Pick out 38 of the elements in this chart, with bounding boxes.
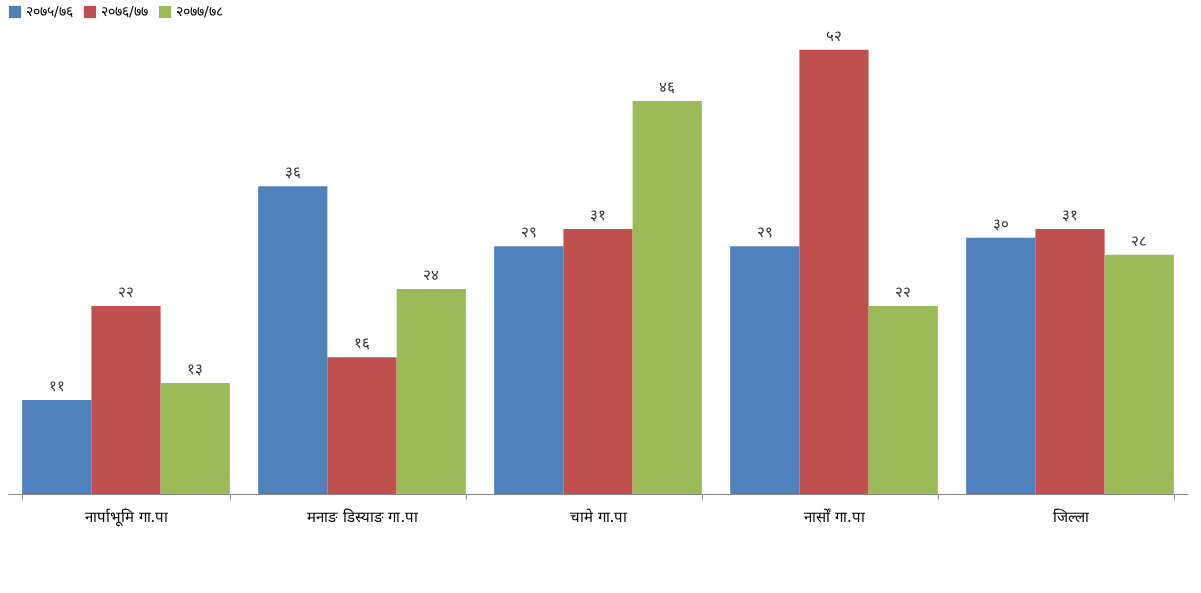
- bar: [632, 100, 702, 494]
- bar: [258, 186, 328, 494]
- data-label: १६: [354, 334, 370, 353]
- data-label: ३०: [992, 214, 1009, 233]
- data-label: ११: [48, 377, 65, 395]
- bar: [799, 49, 869, 494]
- bar: [494, 246, 564, 494]
- bar: [868, 306, 938, 494]
- x-tick-label: मनाङ डिस्याङ गा.पा: [306, 507, 420, 526]
- bar: [396, 288, 466, 494]
- data-label: २४: [423, 265, 440, 284]
- data-label: ३६: [284, 163, 301, 182]
- bar: [22, 400, 92, 494]
- data-label: १३: [187, 359, 204, 378]
- data-label: २२: [895, 283, 912, 301]
- bar: [91, 306, 161, 494]
- bar: [563, 229, 633, 494]
- data-label: २९: [520, 223, 537, 242]
- bar: [1035, 229, 1105, 494]
- x-tick-label: नार्पाभूमि गा.पा: [84, 507, 170, 527]
- data-label: ३१: [1062, 206, 1078, 225]
- legend-label: २०७५/७६: [26, 3, 73, 19]
- x-tick-label: चामे गा.पा: [569, 507, 629, 526]
- x-tick-label: नार्सों गा.पा: [804, 507, 866, 526]
- legend-label: २०७७/७८: [176, 3, 223, 19]
- bar: [1104, 254, 1174, 494]
- data-label: २२: [118, 283, 134, 301]
- data-label: ४६: [659, 77, 676, 96]
- data-label: २९: [756, 223, 773, 242]
- data-label: २८: [1131, 231, 1148, 250]
- bar: [730, 246, 800, 494]
- legend-label: २०७६/७७: [101, 3, 148, 19]
- bar: [966, 237, 1036, 494]
- bar: [160, 382, 230, 494]
- x-tick-label: जिल्ला: [1052, 507, 1090, 526]
- data-label: ३१: [590, 206, 606, 225]
- data-label: ५२: [826, 26, 842, 45]
- bar: [327, 357, 397, 494]
